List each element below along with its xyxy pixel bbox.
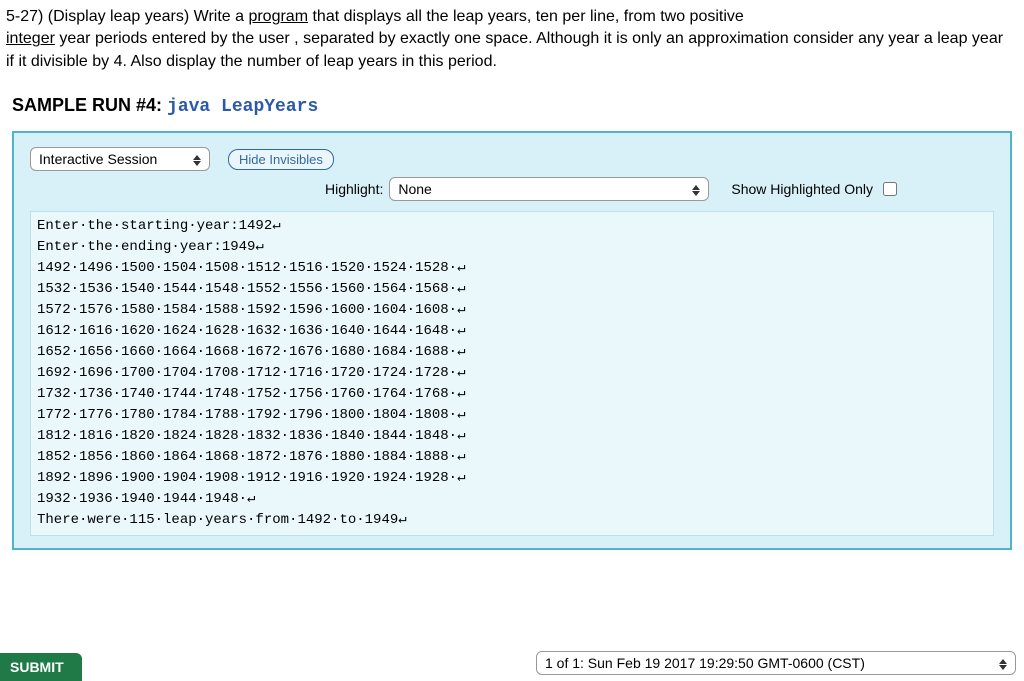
- problem-underline-integer: integer: [6, 30, 55, 47]
- terminal-output: Enter·the·starting·year:1492↵ Enter·the·…: [30, 211, 994, 536]
- page-root: 5-27) (Display leap years) Write a progr…: [0, 0, 1024, 681]
- submit-button[interactable]: SUBMIT: [0, 653, 82, 681]
- sample-run-label: SAMPLE RUN #4:: [12, 95, 167, 115]
- highlight-label: Highlight:: [325, 181, 383, 197]
- problem-statement: 5-27) (Display leap years) Write a progr…: [0, 0, 1024, 73]
- submission-timestamp: 1 of 1: Sun Feb 19 2017 19:29:50 GMT-060…: [545, 655, 865, 671]
- sample-run-command: java LeapYears: [167, 97, 318, 117]
- submit-label: SUBMIT: [10, 659, 64, 675]
- updown-icon: [997, 655, 1009, 673]
- problem-text-prefix: 5-27) (Display leap years) Write a: [6, 8, 248, 25]
- updown-icon: [191, 151, 203, 169]
- hide-invisibles-button[interactable]: Hide Invisibles: [228, 149, 334, 170]
- problem-underline-program: program: [248, 8, 308, 25]
- highlight-select[interactable]: None: [389, 177, 709, 201]
- session-mode-value: Interactive Session: [39, 151, 157, 167]
- bottom-bar: SUBMIT 1 of 1: Sun Feb 19 2017 19:29:50 …: [0, 645, 1024, 681]
- submission-select[interactable]: 1 of 1: Sun Feb 19 2017 19:29:50 GMT-060…: [536, 651, 1016, 675]
- show-highlighted-only[interactable]: Show Highlighted Only: [731, 179, 900, 199]
- controls-row-2: Highlight: None Show Highlighted Only: [30, 177, 994, 201]
- hide-invisibles-label: Hide Invisibles: [239, 152, 323, 167]
- show-highlighted-only-checkbox[interactable]: [883, 182, 897, 196]
- session-mode-select[interactable]: Interactive Session: [30, 147, 210, 171]
- controls-row-1: Interactive Session Hide Invisibles: [30, 147, 994, 171]
- updown-icon: [690, 181, 702, 199]
- highlight-value: None: [398, 181, 431, 197]
- show-highlighted-only-label: Show Highlighted Only: [731, 181, 873, 197]
- session-box: Interactive Session Hide Invisibles High…: [12, 131, 1012, 550]
- problem-text-mid1: that displays all the leap years, ten pe…: [308, 8, 744, 25]
- sample-run-title: SAMPLE RUN #4: java LeapYears: [0, 95, 1024, 117]
- problem-text-mid2: year periods entered by the user , separ…: [6, 30, 1003, 69]
